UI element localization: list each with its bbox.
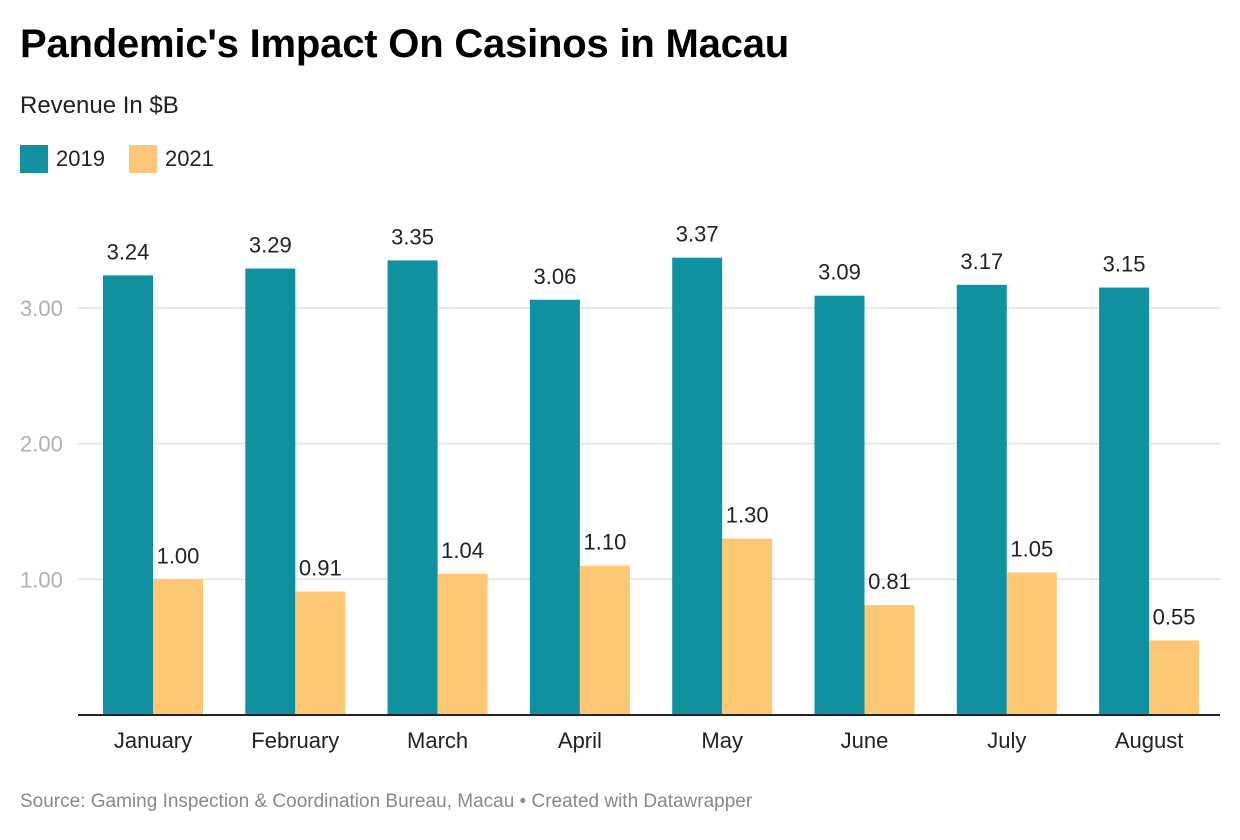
data-label: 3.15 — [1103, 252, 1146, 277]
x-tick-label: March — [407, 728, 468, 753]
data-label: 3.37 — [676, 222, 719, 247]
data-label: 3.24 — [107, 239, 150, 264]
data-label: 3.35 — [391, 224, 434, 249]
x-tick-label: April — [558, 728, 602, 753]
y-tick-label: 1.00 — [20, 567, 63, 592]
bar-2021-august — [1149, 640, 1200, 715]
axes: 1.00 2.00 3.00 January February March April May… — [20, 296, 1220, 753]
bar-2021-february — [295, 591, 346, 715]
bar-2019-july — [956, 284, 1007, 715]
data-label: 3.06 — [533, 264, 576, 289]
data-label: 0.55 — [1153, 604, 1196, 629]
data-label: 1.04 — [441, 538, 484, 563]
x-tick-label: February — [251, 728, 339, 753]
bar-2021-june — [864, 605, 915, 715]
source-note: Source: Gaming Inspection & Coordination… — [20, 791, 753, 812]
bar-2019-may — [672, 257, 723, 715]
data-label: 1.05 — [1010, 537, 1053, 562]
chart-title: Pandemic's Impact On Casinos in Macau — [20, 22, 790, 66]
bar-2019-august — [1099, 287, 1150, 715]
data-labels: 3.24 1.00 3.29 0.91 3.35 1.04 3.06 1.10 3.37 1.30… — [107, 222, 1196, 630]
legend-label-2019: 2019 — [56, 146, 105, 171]
data-label: 1.00 — [157, 543, 200, 568]
bars — [103, 257, 1200, 715]
data-label: 0.81 — [868, 569, 911, 594]
bar-2019-april — [529, 299, 580, 715]
x-tick-label: July — [987, 728, 1026, 753]
bar-2019-june — [814, 295, 865, 715]
bar-2019-february — [245, 268, 296, 715]
x-tick-label: June — [841, 728, 889, 753]
bar-2019-january — [103, 275, 153, 715]
chart-legend: 2019 2021 — [20, 144, 238, 174]
chart-subtitle: Revenue In $B — [20, 92, 179, 119]
bar-2021-may — [722, 538, 773, 715]
data-label: 3.29 — [249, 233, 292, 258]
legend-swatch-2021 — [128, 145, 157, 173]
data-label: 3.09 — [818, 260, 861, 285]
data-label: 1.10 — [583, 530, 626, 555]
y-tick-label: 3.00 — [20, 296, 63, 321]
legend-swatch-2019 — [20, 145, 48, 173]
x-tick-label: January — [114, 728, 192, 753]
bar-2021-january — [153, 579, 203, 715]
x-tick-label: May — [701, 728, 743, 753]
y-tick-label: 2.00 — [20, 432, 63, 457]
x-tick-label: August — [1115, 728, 1184, 753]
bar-2021-march — [437, 573, 488, 715]
bar-2021-april — [579, 565, 630, 715]
bar-2021-july — [1006, 572, 1057, 715]
data-label: 0.91 — [299, 556, 342, 581]
legend-label-2021: 2021 — [164, 146, 214, 171]
bar-2019-march — [387, 260, 438, 715]
data-label: 3.17 — [960, 249, 1003, 274]
legend-item-2019: 2019 — [20, 145, 105, 173]
legend-item-2021: 2021 — [128, 145, 214, 173]
data-label: 1.30 — [726, 503, 769, 528]
